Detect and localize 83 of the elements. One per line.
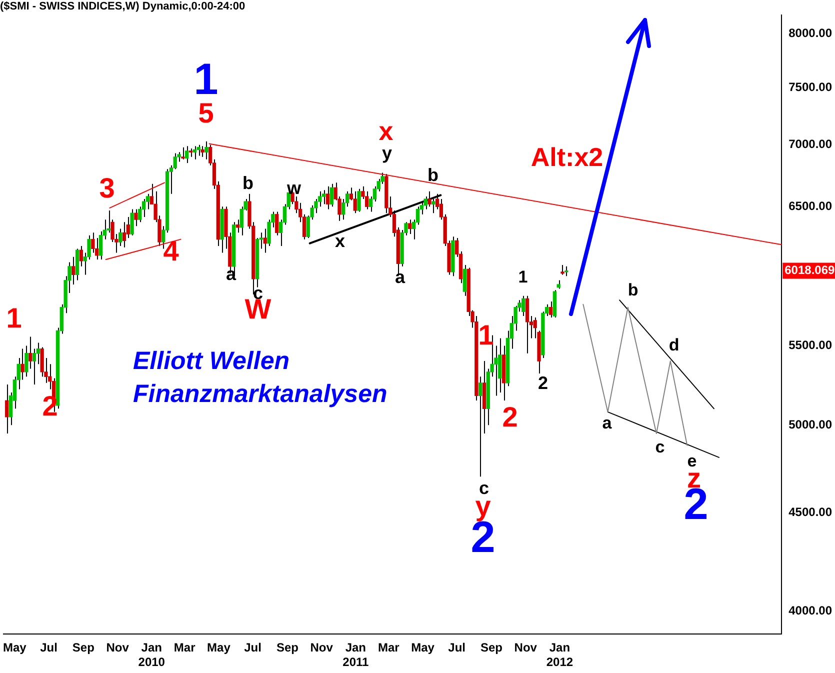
- candlestick: [185, 146, 189, 164]
- candlestick: [478, 376, 482, 478]
- x-tick-label: Nov: [514, 640, 538, 655]
- candlestick: [432, 198, 436, 214]
- annotation: a: [602, 414, 612, 433]
- annotation: b: [428, 164, 438, 185]
- candlestick: [330, 183, 334, 208]
- candlestick: [5, 384, 9, 434]
- annotation: 2: [502, 402, 518, 433]
- y-tick-label: 4500.00: [788, 505, 832, 520]
- annotation: x: [334, 230, 346, 251]
- x-tick-label: May: [207, 640, 231, 655]
- candlestick: [357, 188, 361, 212]
- candlestick: [560, 264, 564, 276]
- annotation: Finanzmarktanalysen: [133, 380, 388, 408]
- candlestick: [196, 144, 200, 156]
- x-tick-label: Sep: [72, 640, 94, 655]
- annotation: Elliott Wellen: [133, 346, 290, 375]
- candlestick: [498, 338, 502, 393]
- candlestick: [72, 256, 76, 285]
- annotation: b: [242, 172, 254, 193]
- candlestick: [20, 348, 24, 380]
- candlestick: [40, 346, 44, 378]
- candlestick: [130, 208, 134, 236]
- annotation: c: [655, 438, 665, 457]
- candlestick: [275, 211, 279, 236]
- candlestick: [192, 146, 196, 160]
- candlestick: [28, 336, 32, 370]
- annotation: 1: [478, 320, 494, 351]
- text: 6018.069: [784, 263, 835, 278]
- y-tick-label: 7500.00: [788, 80, 832, 94]
- chart-title: ($SMI - SWISS INDICES,W) Dynamic,0:00-24:00: [0, 0, 246, 13]
- candlestick: [134, 208, 138, 227]
- annotation: 1: [518, 268, 528, 287]
- candlestick: [200, 146, 204, 158]
- y-tick-label: 4000.00: [788, 603, 832, 618]
- candlestick: [32, 348, 36, 386]
- x-tick-label: Jan 2010: [138, 640, 166, 670]
- candlestick: [525, 295, 530, 354]
- candlestick: [204, 140, 208, 160]
- y-tick-label: 7000.00: [788, 137, 832, 152]
- candlestick: [181, 146, 185, 160]
- annotation: 2: [538, 372, 548, 393]
- y-tick-label: 5000.00: [788, 417, 832, 432]
- x-tick-label: Sep: [480, 640, 503, 655]
- x-tick-label: Jan 2011: [342, 640, 369, 670]
- x-tick-label: Jul: [244, 640, 262, 655]
- annotation: b: [628, 280, 638, 300]
- x-tick-label: Jan 2012: [546, 640, 574, 670]
- annotation: a: [394, 266, 406, 287]
- x-tick-label: May: [411, 640, 435, 655]
- candlestick: [91, 232, 95, 254]
- y-tick-label: 6500.00: [788, 198, 832, 213]
- x-tick-label: Sep: [276, 640, 298, 655]
- candlestick: [79, 246, 84, 267]
- candlestick: [294, 196, 298, 214]
- y-tick-label: 5500.00: [788, 338, 832, 352]
- annotation: Alt:x2: [530, 142, 604, 172]
- candlestick: [365, 190, 369, 210]
- candlestick: [263, 228, 267, 254]
- candlestick: [322, 190, 326, 205]
- candlestick: [353, 190, 357, 214]
- candlestick: [564, 266, 568, 277]
- x-tick-label: Mar: [174, 640, 196, 655]
- x-tick-label: Jul: [40, 640, 58, 655]
- candlestick: [122, 222, 126, 248]
- annotation: 4: [163, 236, 180, 267]
- annotation: 2: [42, 390, 58, 422]
- candlestick: [548, 301, 553, 318]
- candlestick: [24, 345, 28, 378]
- x-tick-label: Nov: [310, 640, 334, 655]
- x-tick-label: Mar: [378, 640, 400, 655]
- x-tick-label: May: [3, 640, 27, 655]
- candlestick: [326, 186, 330, 210]
- candlestick: [98, 230, 103, 260]
- annotation: 3: [99, 172, 115, 204]
- x-tick-label: Nov: [106, 640, 130, 655]
- annotation: d: [668, 336, 680, 355]
- y-tick-label: 8000.00: [788, 26, 832, 40]
- candlestick: [522, 295, 526, 317]
- candlestick: [408, 219, 412, 234]
- annotation: 1: [6, 302, 22, 334]
- x-tick-label: Jul: [448, 640, 466, 655]
